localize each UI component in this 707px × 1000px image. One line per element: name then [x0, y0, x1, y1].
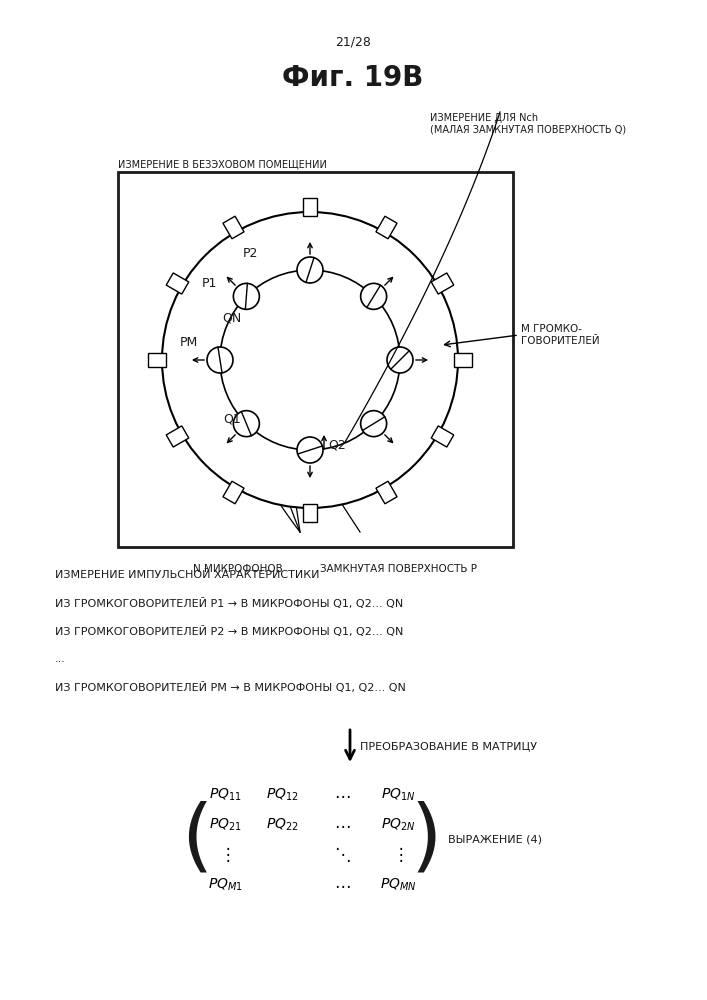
Text: Q1: Q1: [223, 413, 241, 426]
Bar: [303, 198, 317, 216]
Bar: [376, 216, 397, 239]
Circle shape: [297, 257, 323, 283]
Bar: [166, 273, 189, 294]
Text: ИЗМЕРЕНИЕ ДЛЯ Nch
(МАЛАЯ ЗАМКНУТАЯ ПОВЕРХНОСТЬ Q): ИЗМЕРЕНИЕ ДЛЯ Nch (МАЛАЯ ЗАМКНУТАЯ ПОВЕР…: [430, 113, 626, 135]
Bar: [223, 481, 244, 504]
Text: ): ): [410, 801, 442, 879]
Text: 21/28: 21/28: [335, 35, 371, 48]
Circle shape: [220, 270, 400, 450]
Text: $\vdots$: $\vdots$: [392, 846, 404, 864]
Text: ИЗМЕРЕНИЕ В БЕЗЭХОВОМ ПОМЕЩЕНИИ: ИЗМЕРЕНИЕ В БЕЗЭХОВОМ ПОМЕЩЕНИИ: [118, 159, 327, 169]
Text: N МИКРОФОНОВ: N МИКРОФОНОВ: [193, 564, 283, 574]
Text: (: (: [181, 801, 213, 879]
Circle shape: [233, 283, 259, 309]
Circle shape: [207, 347, 233, 373]
Text: $\cdots$: $\cdots$: [334, 786, 350, 804]
Text: $\ddots$: $\ddots$: [334, 846, 350, 864]
Text: Фиг. 19В: Фиг. 19В: [282, 64, 423, 92]
Text: $PQ_{MN}$: $PQ_{MN}$: [380, 877, 416, 893]
Text: ИЗ ГРОМКОГОВОРИТЕЛЕЙ P1 → В МИКРОФОНЫ Q1, Q2... QN: ИЗ ГРОМКОГОВОРИТЕЛЕЙ P1 → В МИКРОФОНЫ Q1…: [55, 597, 403, 608]
Text: $PQ_{1N}$: $PQ_{1N}$: [381, 787, 415, 803]
Text: ВЫРАЖЕНИЕ (4): ВЫРАЖЕНИЕ (4): [448, 835, 542, 845]
Text: ...: ...: [55, 654, 66, 664]
Text: $\cdots$: $\cdots$: [334, 816, 350, 834]
Text: $PQ_{22}$: $PQ_{22}$: [266, 817, 298, 833]
Text: ИЗ ГРОМКОГОВОРИТЕЛЕЙ PM → В МИКРОФОНЫ Q1, Q2... QN: ИЗ ГРОМКОГОВОРИТЕЛЕЙ PM → В МИКРОФОНЫ Q1…: [55, 682, 406, 692]
Text: QN: QN: [222, 311, 241, 324]
Bar: [454, 353, 472, 367]
Text: PM: PM: [180, 336, 198, 349]
Bar: [303, 504, 317, 522]
Bar: [376, 481, 397, 504]
Circle shape: [297, 437, 323, 463]
Bar: [118, 172, 513, 547]
Circle shape: [162, 212, 458, 508]
Text: $PQ_{11}$: $PQ_{11}$: [209, 787, 241, 803]
Text: ПРЕОБРАЗОВАНИЕ В МАТРИЦУ: ПРЕОБРАЗОВАНИЕ В МАТРИЦУ: [360, 741, 537, 751]
Text: Q2: Q2: [328, 438, 346, 452]
Text: $PQ_{21}$: $PQ_{21}$: [209, 817, 241, 833]
Text: P2: P2: [243, 247, 259, 260]
Text: ЗАМКНУТАЯ ПОВЕРХНОСТЬ Р: ЗАМКНУТАЯ ПОВЕРХНОСТЬ Р: [320, 564, 477, 574]
Circle shape: [361, 283, 387, 309]
Text: $\cdots$: $\cdots$: [334, 876, 350, 894]
Bar: [148, 353, 166, 367]
Text: $PQ_{M1}$: $PQ_{M1}$: [208, 877, 243, 893]
Bar: [431, 426, 454, 447]
Bar: [431, 273, 454, 294]
Text: ИЗ ГРОМКОГОВОРИТЕЛЕЙ P2 → В МИКРОФОНЫ Q1, Q2... QN: ИЗ ГРОМКОГОВОРИТЕЛЕЙ P2 → В МИКРОФОНЫ Q1…: [55, 626, 404, 637]
Text: ИЗМЕРЕНИЕ ИМПУЛЬСНОЙ ХАРАКТЕРИСТИКИ: ИЗМЕРЕНИЕ ИМПУЛЬСНОЙ ХАРАКТЕРИСТИКИ: [55, 570, 320, 580]
Circle shape: [361, 411, 387, 437]
Circle shape: [233, 411, 259, 437]
Bar: [223, 216, 244, 239]
Text: $PQ_{12}$: $PQ_{12}$: [266, 787, 298, 803]
Text: М ГРОМКО-
ГОВОРИТЕЛЕЙ: М ГРОМКО- ГОВОРИТЕЛЕЙ: [521, 324, 600, 346]
Circle shape: [387, 347, 413, 373]
Text: $PQ_{2N}$: $PQ_{2N}$: [381, 817, 415, 833]
Text: P1: P1: [201, 277, 217, 290]
Bar: [166, 426, 189, 447]
Text: $\vdots$: $\vdots$: [219, 846, 230, 864]
